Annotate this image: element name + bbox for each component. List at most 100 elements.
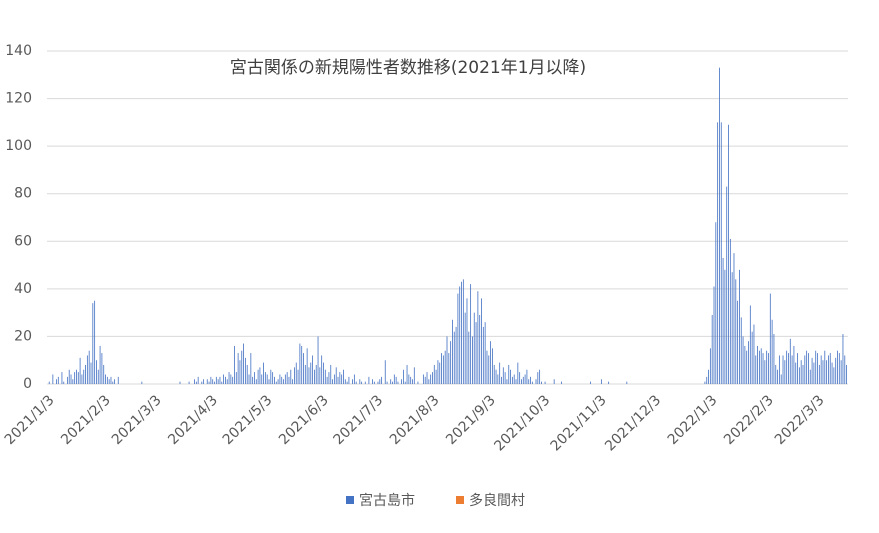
bar bbox=[809, 369, 811, 384]
bar bbox=[722, 257, 724, 384]
bar bbox=[590, 381, 591, 384]
bar bbox=[326, 376, 328, 384]
bar bbox=[252, 376, 254, 384]
bar bbox=[486, 350, 488, 384]
bar bbox=[319, 367, 321, 384]
bar bbox=[426, 372, 428, 384]
legend-label: 宮古島市 bbox=[359, 492, 415, 509]
bar bbox=[110, 376, 112, 384]
bar bbox=[292, 379, 294, 384]
y-tick-label: 40 bbox=[14, 281, 32, 297]
legend-swatch bbox=[346, 496, 354, 504]
bar bbox=[709, 348, 711, 384]
bar bbox=[457, 293, 459, 384]
bar bbox=[403, 369, 404, 384]
bar bbox=[742, 336, 744, 384]
bar bbox=[188, 381, 190, 384]
bar bbox=[828, 355, 829, 384]
bar bbox=[433, 364, 435, 384]
bar bbox=[744, 345, 746, 384]
bar bbox=[397, 381, 399, 384]
bar bbox=[94, 300, 96, 384]
bar bbox=[728, 124, 729, 384]
bar bbox=[259, 367, 261, 384]
y-tick-label: 100 bbox=[5, 138, 32, 154]
bar bbox=[813, 362, 815, 384]
bar bbox=[530, 376, 531, 384]
bar bbox=[314, 369, 315, 384]
bar bbox=[450, 341, 452, 384]
bar bbox=[74, 372, 76, 384]
bar bbox=[223, 374, 225, 384]
bar bbox=[97, 369, 99, 384]
bar bbox=[88, 350, 90, 384]
bar bbox=[284, 374, 286, 384]
bar bbox=[337, 376, 339, 384]
bar bbox=[784, 360, 786, 384]
bar bbox=[395, 376, 397, 384]
bar bbox=[63, 381, 65, 384]
bar bbox=[294, 367, 295, 384]
bar bbox=[361, 381, 363, 384]
bar bbox=[497, 374, 499, 384]
bar bbox=[519, 372, 521, 384]
bar bbox=[524, 374, 526, 384]
bar bbox=[446, 336, 448, 384]
bar bbox=[804, 355, 806, 384]
bar bbox=[708, 369, 709, 384]
bar bbox=[802, 364, 804, 384]
bar bbox=[775, 364, 777, 384]
bar bbox=[303, 353, 304, 384]
bar bbox=[228, 372, 230, 384]
bar bbox=[477, 291, 479, 384]
bar bbox=[504, 372, 506, 384]
bar bbox=[724, 269, 726, 384]
bar bbox=[304, 364, 306, 384]
bar bbox=[413, 367, 415, 384]
bar bbox=[755, 355, 757, 384]
bar bbox=[312, 355, 314, 384]
bar bbox=[272, 372, 274, 384]
bar bbox=[226, 379, 228, 384]
legend-swatch bbox=[456, 496, 464, 504]
bar bbox=[317, 336, 319, 384]
bar bbox=[441, 353, 442, 384]
bar bbox=[815, 350, 817, 384]
bar bbox=[310, 362, 312, 384]
bar bbox=[448, 353, 450, 384]
bar bbox=[266, 374, 268, 384]
bar bbox=[108, 379, 110, 384]
y-tick-label: 140 bbox=[5, 43, 32, 59]
bar bbox=[453, 331, 455, 384]
bar bbox=[77, 372, 79, 384]
bar bbox=[537, 372, 539, 384]
bar bbox=[837, 350, 838, 384]
bar bbox=[66, 376, 68, 384]
bar bbox=[793, 345, 795, 384]
bar bbox=[194, 379, 195, 384]
bar bbox=[381, 376, 383, 384]
bar bbox=[297, 369, 299, 384]
bar bbox=[493, 364, 495, 384]
bar bbox=[544, 381, 546, 384]
bar bbox=[764, 360, 766, 384]
bar bbox=[561, 381, 562, 384]
bar bbox=[324, 369, 326, 384]
bar bbox=[768, 353, 769, 384]
bar bbox=[393, 374, 395, 384]
bar bbox=[248, 374, 250, 384]
bar bbox=[179, 381, 181, 384]
bar bbox=[539, 369, 541, 384]
bar bbox=[246, 364, 248, 384]
bar bbox=[117, 376, 119, 384]
bar bbox=[800, 360, 802, 384]
bar bbox=[339, 372, 341, 384]
bar bbox=[288, 376, 290, 384]
bar bbox=[475, 322, 477, 384]
bar bbox=[753, 324, 755, 384]
bar bbox=[508, 364, 510, 384]
bar bbox=[103, 364, 105, 384]
bar bbox=[452, 319, 453, 384]
